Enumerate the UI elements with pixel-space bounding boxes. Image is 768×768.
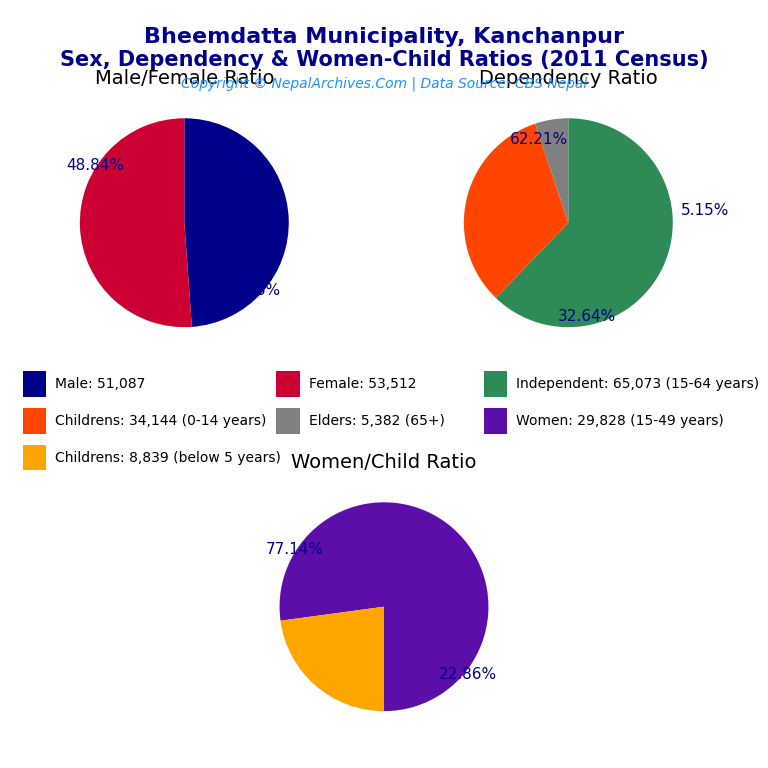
Wedge shape [464,124,568,298]
Bar [276,409,300,433]
Bar [23,445,46,470]
Title: Dependency Ratio: Dependency Ratio [479,69,657,88]
Text: 48.84%: 48.84% [67,157,124,173]
Text: Female: 53,512: Female: 53,512 [309,377,416,391]
Bar [276,372,300,396]
Title: Women/Child Ratio: Women/Child Ratio [291,453,477,472]
Text: 5.15%: 5.15% [681,203,730,217]
Text: Bheemdatta Municipality, Kanchanpur: Bheemdatta Municipality, Kanchanpur [144,27,624,47]
Text: Copyright © NepalArchives.Com | Data Source: CBS Nepal: Copyright © NepalArchives.Com | Data Sou… [181,77,587,91]
Text: Independent: 65,073 (15-64 years): Independent: 65,073 (15-64 years) [516,377,760,391]
Bar [23,409,46,433]
Text: Elders: 5,382 (65+): Elders: 5,382 (65+) [309,414,445,428]
Text: Male: 51,087: Male: 51,087 [55,377,146,391]
Title: Male/Female Ratio: Male/Female Ratio [94,69,274,88]
Text: Childrens: 34,144 (0-14 years): Childrens: 34,144 (0-14 years) [55,414,266,428]
Wedge shape [535,118,568,223]
Text: 62.21%: 62.21% [510,131,568,147]
Text: Sex, Dependency & Women-Child Ratios (2011 Census): Sex, Dependency & Women-Child Ratios (20… [60,50,708,70]
Wedge shape [280,502,488,711]
Wedge shape [496,118,673,327]
Wedge shape [80,118,192,327]
Text: 32.64%: 32.64% [558,310,616,324]
Text: 77.14%: 77.14% [266,541,324,557]
Text: Women: 29,828 (15-49 years): Women: 29,828 (15-49 years) [516,414,724,428]
Wedge shape [280,607,384,711]
Bar [484,409,507,433]
Text: Childrens: 8,839 (below 5 years): Childrens: 8,839 (below 5 years) [55,451,281,465]
Text: 22.86%: 22.86% [439,667,497,682]
Bar [484,372,507,396]
Wedge shape [184,118,289,327]
Bar [23,372,46,396]
Text: 51.16%: 51.16% [223,283,281,298]
